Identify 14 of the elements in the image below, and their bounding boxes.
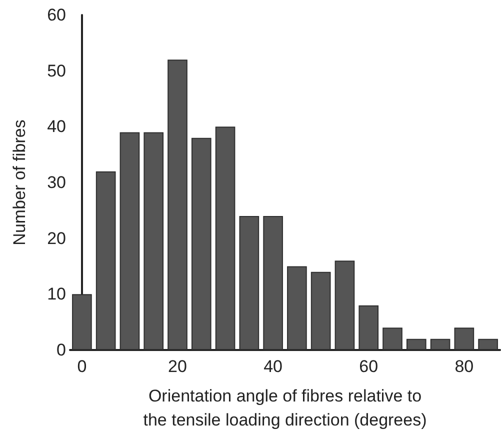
y-tick-label: 30 [47, 173, 66, 192]
y-tick-label: 60 [47, 6, 66, 24]
x-axis-title: Orientation angle of fibres relative to the tensile loading direction (degrees) [143, 386, 427, 430]
x-tick-label: 20 [168, 357, 187, 376]
x-tick-label: 60 [359, 357, 378, 376]
y-tick-label: 40 [47, 117, 66, 136]
x-tick-label: 0 [77, 357, 87, 376]
y-tick-label: 50 [47, 61, 66, 80]
y-tick-label: 20 [47, 228, 66, 248]
y-tick-label: 0 [56, 340, 66, 360]
y-axis-title: Number of fibres [10, 120, 29, 246]
y-tick-label: 10 [47, 284, 66, 304]
x-tick-label: 80 [454, 357, 474, 376]
x-tick-label: 40 [264, 357, 283, 376]
